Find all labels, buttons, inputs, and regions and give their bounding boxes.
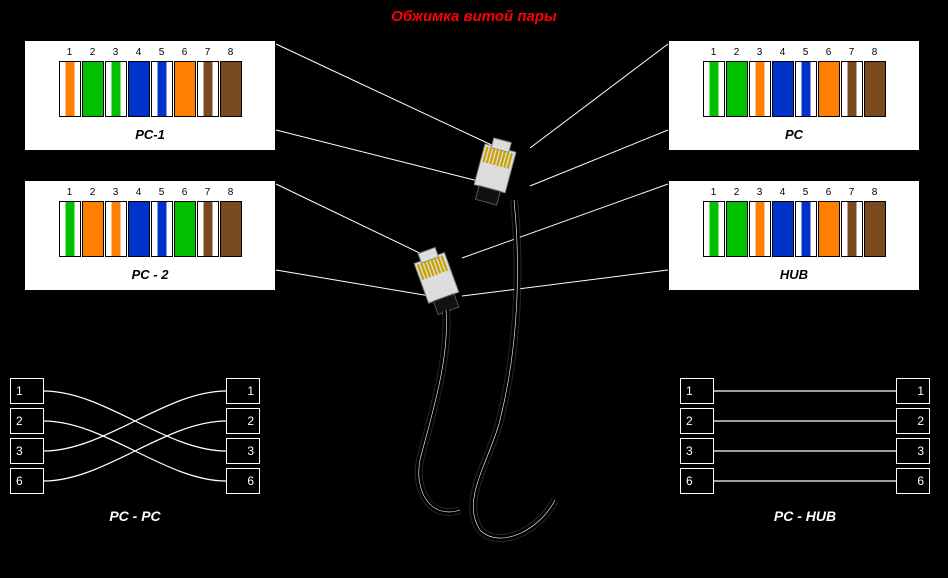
pin-5 — [795, 201, 817, 257]
sketch-pin: 1 — [226, 378, 260, 404]
pin-8 — [864, 201, 886, 257]
pin-number: 8 — [228, 187, 234, 198]
wiring-lines — [44, 378, 226, 498]
pin-3 — [749, 61, 771, 117]
wiring-sketch-pcpc: 1 2 3 6 1 2 3 6 PC - PC — [10, 378, 260, 524]
sketch-pin: 2 — [896, 408, 930, 434]
pin-number: 3 — [757, 47, 763, 58]
pinout-panel-pc1: 1 2 3 4 5 6 7 8 PC-1 — [24, 40, 276, 151]
pin-6 — [818, 201, 840, 257]
pin-3 — [105, 201, 127, 257]
panel-label: PC — [669, 119, 919, 150]
pinout-panel-hub: 1 2 3 4 5 6 7 8 HUB — [668, 180, 920, 291]
sketch-pin: 2 — [10, 408, 44, 434]
rj45-connector-icon — [412, 245, 464, 316]
sketch-pin: 1 — [10, 378, 44, 404]
pin-2 — [82, 201, 104, 257]
panel-label: HUB — [669, 259, 919, 290]
sketch-label: PC - HUB — [680, 508, 930, 524]
pinout-panel-pc: 1 2 3 4 5 6 7 8 PC — [668, 40, 920, 151]
pin-number: 5 — [803, 47, 809, 58]
pin-number: 6 — [826, 47, 832, 58]
sketch-pin: 2 — [680, 408, 714, 434]
pin-7 — [197, 201, 219, 257]
panel-label: PC-1 — [25, 119, 275, 150]
sketch-pin: 1 — [896, 378, 930, 404]
sketch-pin: 3 — [680, 438, 714, 464]
pin-3 — [749, 201, 771, 257]
sketch-pin: 3 — [896, 438, 930, 464]
pin-2 — [726, 201, 748, 257]
pin-7 — [197, 61, 219, 117]
pin-4 — [128, 61, 150, 117]
pin-5 — [151, 61, 173, 117]
pin-number: 2 — [90, 47, 96, 58]
pin-5 — [795, 61, 817, 117]
pin-number: 2 — [734, 187, 740, 198]
pin-7 — [841, 61, 863, 117]
pin-1 — [59, 201, 81, 257]
pin-3 — [105, 61, 127, 117]
pin-2 — [82, 61, 104, 117]
pin-4 — [772, 61, 794, 117]
pin-number: 4 — [136, 47, 142, 58]
pin-number: 7 — [205, 47, 211, 58]
pin-number: 2 — [734, 47, 740, 58]
page-title: Обжимка витой пары — [391, 8, 557, 25]
pin-6 — [174, 61, 196, 117]
pin-number: 1 — [711, 47, 717, 58]
pin-8 — [864, 61, 886, 117]
pin-number: 6 — [182, 47, 188, 58]
pin-number: 8 — [228, 47, 234, 58]
pin-1 — [59, 61, 81, 117]
sketch-pin: 2 — [226, 408, 260, 434]
sketch-pin: 6 — [10, 468, 44, 494]
sketch-pin: 3 — [226, 438, 260, 464]
pin-number: 6 — [826, 187, 832, 198]
wiring-lines — [714, 378, 896, 498]
pin-2 — [726, 61, 748, 117]
pin-number: 8 — [872, 47, 878, 58]
sketch-pin: 6 — [680, 468, 714, 494]
pin-8 — [220, 61, 242, 117]
pin-number: 4 — [136, 187, 142, 198]
pin-number: 3 — [113, 47, 119, 58]
pin-1 — [703, 61, 725, 117]
pin-number: 1 — [67, 187, 73, 198]
sketch-pin: 6 — [896, 468, 930, 494]
pin-number: 4 — [780, 47, 786, 58]
pin-number: 3 — [757, 187, 763, 198]
pin-6 — [818, 61, 840, 117]
pin-number: 7 — [849, 187, 855, 198]
pin-8 — [220, 201, 242, 257]
sketch-pin: 3 — [10, 438, 44, 464]
pin-number: 1 — [67, 47, 73, 58]
panel-label: PC - 2 — [25, 259, 275, 290]
pin-number: 3 — [113, 187, 119, 198]
pin-number: 8 — [872, 187, 878, 198]
pin-number: 1 — [711, 187, 717, 198]
sketch-label: PC - PC — [10, 508, 260, 524]
rj45-connector-icon — [471, 136, 518, 206]
sketch-pin: 1 — [680, 378, 714, 404]
pinout-panel-pc2: 1 2 3 4 5 6 7 8 PC - 2 — [24, 180, 276, 291]
pin-number: 5 — [159, 47, 165, 58]
pin-7 — [841, 201, 863, 257]
pin-number: 7 — [849, 47, 855, 58]
pin-6 — [174, 201, 196, 257]
pin-number: 5 — [803, 187, 809, 198]
pin-number: 5 — [159, 187, 165, 198]
pin-5 — [151, 201, 173, 257]
pin-number: 2 — [90, 187, 96, 198]
wiring-sketch-pchub: 1 2 3 6 1 2 3 6 PC - HUB — [680, 378, 930, 524]
pin-1 — [703, 201, 725, 257]
pin-4 — [772, 201, 794, 257]
pin-number: 4 — [780, 187, 786, 198]
sketch-pin: 6 — [226, 468, 260, 494]
pin-4 — [128, 201, 150, 257]
pin-number: 6 — [182, 187, 188, 198]
pin-number: 7 — [205, 187, 211, 198]
